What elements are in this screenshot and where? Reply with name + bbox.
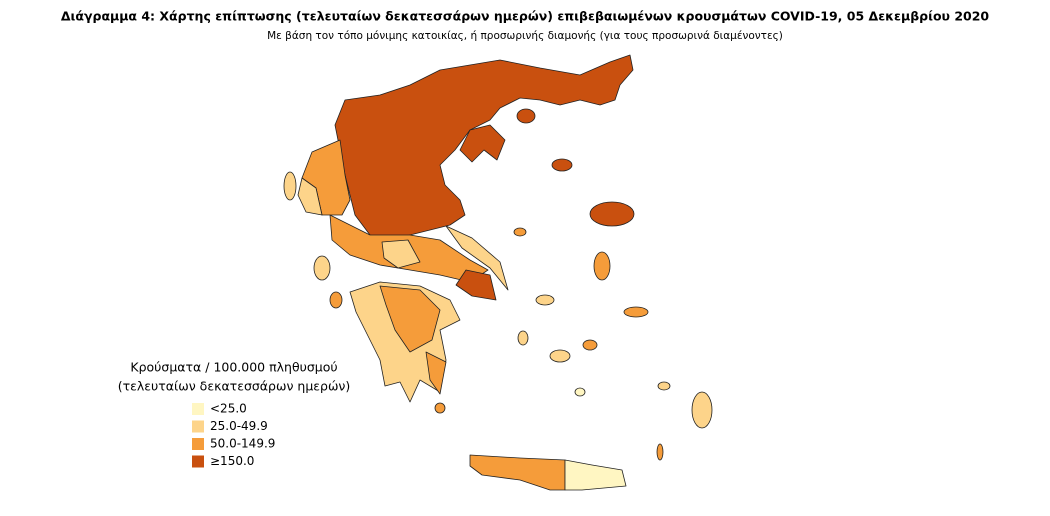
map [283, 54, 713, 491]
legend-swatch [192, 403, 204, 415]
region [455, 269, 497, 301]
island [582, 339, 598, 351]
region [459, 124, 506, 163]
region [564, 459, 627, 491]
island [656, 443, 664, 461]
region [425, 351, 447, 395]
island [535, 294, 555, 306]
legend-swatch [192, 420, 204, 433]
island [657, 381, 671, 391]
region [297, 177, 323, 216]
island [434, 402, 446, 414]
island [551, 158, 573, 172]
legend-swatch [192, 455, 204, 468]
island [593, 251, 611, 281]
legend-label: <25.0 [210, 402, 247, 416]
island [589, 201, 635, 227]
island [623, 306, 649, 318]
island [329, 291, 343, 309]
island [574, 387, 586, 397]
title: Διάγραμμα 4: Χάρτης επίπτωσης (τελευταίω… [61, 9, 990, 24]
island [313, 255, 331, 281]
island [517, 330, 529, 346]
legend-label: 25.0-49.9 [210, 419, 268, 433]
legend-label: ≥150.0 [210, 454, 254, 468]
region [379, 285, 441, 353]
legend-title: Κρούσματα / 100.000 πληθυσμού [130, 360, 337, 375]
subtitle: Με βάση τον τόπο μόνιμης κατοικίας, ή πρ… [267, 30, 783, 42]
island [549, 349, 571, 363]
island [513, 227, 527, 237]
legend: Κρούσματα / 100.000 πληθυσμού (τελευταίω… [118, 360, 351, 469]
island [516, 108, 536, 124]
region [381, 239, 421, 269]
legend-label: 50.0-149.9 [210, 437, 275, 451]
island [283, 171, 297, 201]
region [469, 454, 566, 491]
legend-swatch [192, 438, 204, 450]
island [691, 391, 713, 429]
region [445, 225, 509, 291]
legend-title: (τελευταίων δεκατεσσάρων ημερών) [118, 379, 351, 394]
